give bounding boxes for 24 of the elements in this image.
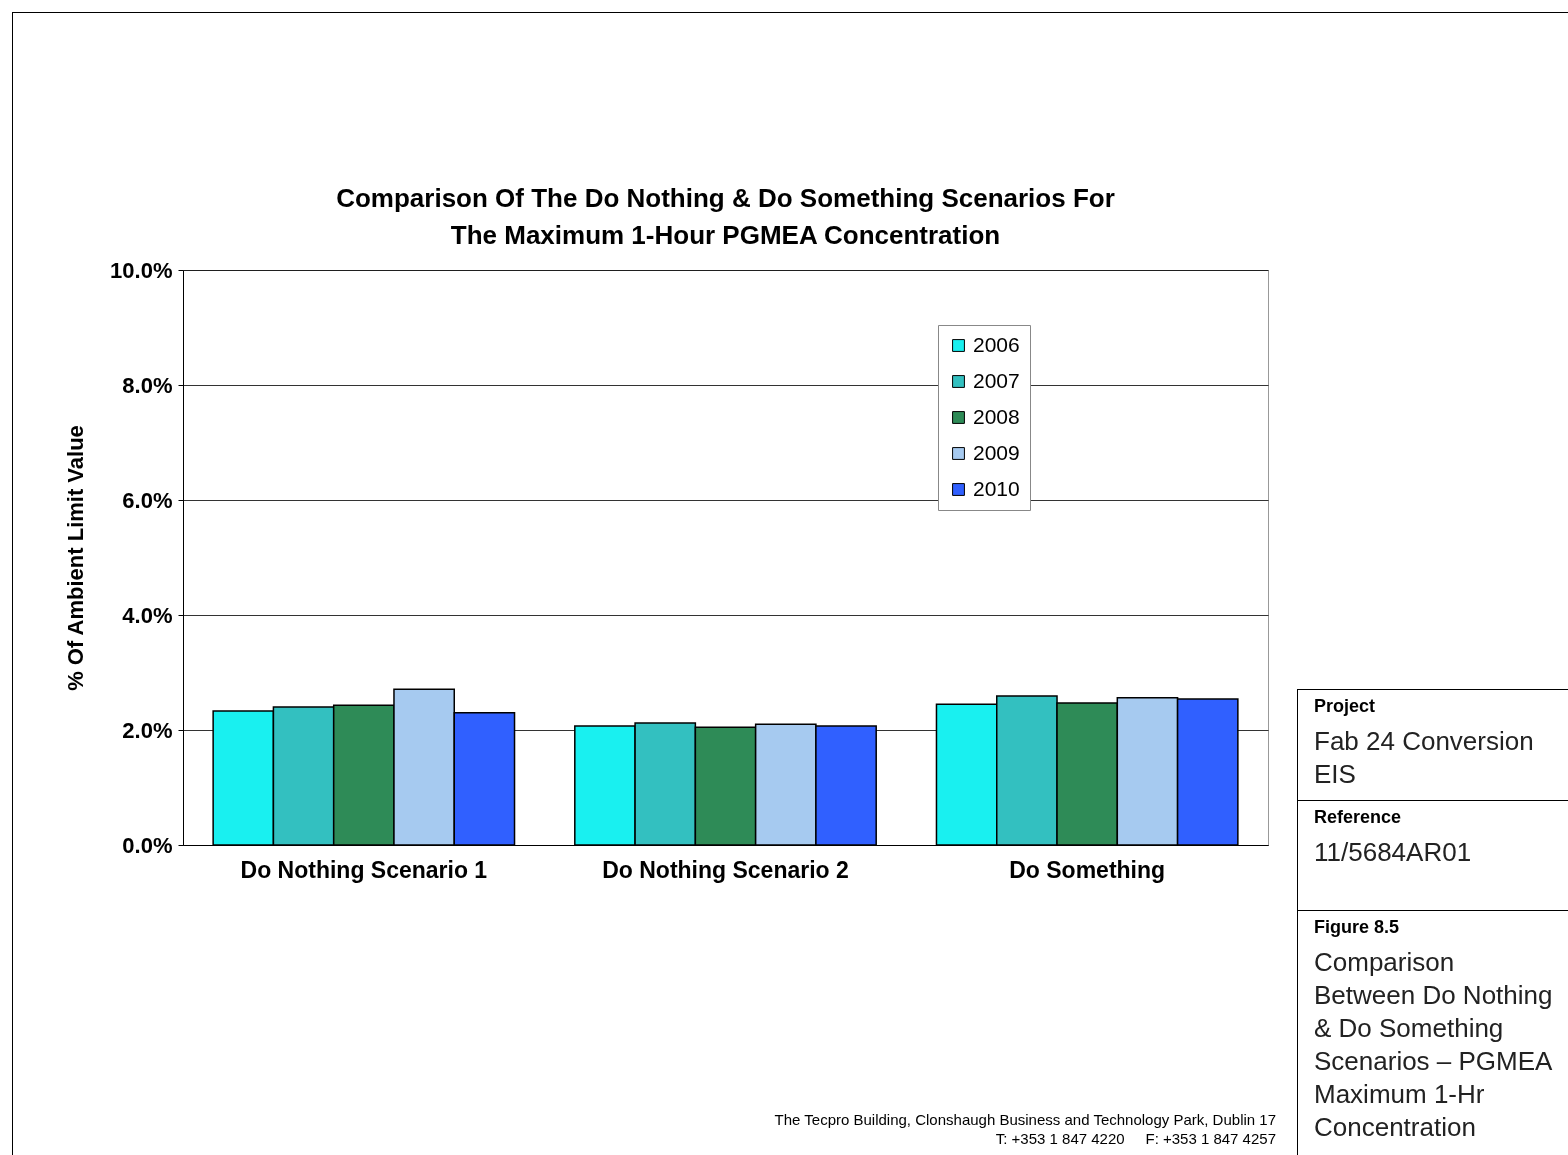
y-tick-label: 0.0% (122, 832, 173, 858)
text: Fab 24 Conversion EIS (1314, 725, 1535, 791)
y-tick-label: 4.0% (122, 602, 173, 628)
chart-title: Comparison Of The Do Nothing & Do Something Scenarios For The Maximum 1-Hour PGMEA Concentration (335, 182, 1116, 252)
legend-label: 2009 (973, 440, 1020, 464)
text: Comparison Between Do Nothing & Do Something Scenarios – PGMEA Maximum 1-Hr Concentration (1314, 946, 1553, 1144)
legend-label: 2010 (973, 476, 1020, 500)
y-tick-label: 8.0% (122, 372, 173, 398)
legend-label: 2007 (973, 368, 1020, 392)
caption: Figure 8.5 (1314, 917, 1401, 938)
text: 11/5684AR01 (1314, 836, 1473, 869)
x-tick-label: Do Something (1009, 856, 1166, 883)
y-tick-label: 6.0% (122, 487, 173, 513)
text: The Tecpro Building, Clonshaugh Business and Technology Park, Dublin 17 (774, 1111, 1276, 1128)
y-tick-label: 2.0% (122, 717, 173, 743)
text: T: +353 1 847 4220 F: +353 1 847 4257 (995, 1130, 1276, 1147)
legend-label: 2008 (973, 404, 1020, 428)
y-tick-label: 10.0% (110, 257, 173, 283)
legend-label: 2006 (973, 332, 1020, 356)
x-tick-label: Do Nothing Scenario 1 (240, 856, 488, 883)
y-axis-title: % Of Ambient Limit Value (63, 425, 89, 691)
text: Reference (1314, 807, 1403, 828)
x-tick-label: Do Nothing Scenario 2 (602, 856, 849, 883)
text: Project (1314, 696, 1377, 717)
